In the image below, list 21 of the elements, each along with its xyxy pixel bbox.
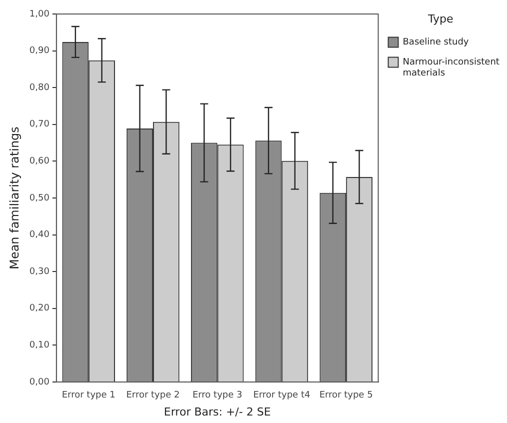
y-tick-label: 0,00 <box>29 377 50 388</box>
y-tick-label: 0,90 <box>29 46 50 56</box>
y-tick-label: 1,00 <box>29 9 50 20</box>
x-tick-label: Error type t4 <box>253 390 310 401</box>
y-tick-label: 0,80 <box>29 82 50 93</box>
legend-title: Type <box>426 12 454 26</box>
y-axis-title: Mean familiarity ratings <box>7 126 22 270</box>
x-tick-label: Error type 1 <box>62 390 116 401</box>
legend-label: Narmour-inconsistent materials <box>402 58 500 78</box>
y-tick-label: 0,60 <box>29 156 50 167</box>
y-tick-label: 0,20 <box>29 304 50 314</box>
y-tick-label: 0,10 <box>29 340 50 351</box>
x-axis-title: Error Bars: +/- 2 SE <box>164 405 271 418</box>
y-tick-label: 0,70 <box>29 120 50 130</box>
y-tick-label: 0,30 <box>29 266 50 277</box>
legend-label: Baseline study <box>402 38 470 48</box>
y-tick-label: 0,40 <box>29 230 50 240</box>
x-tick-label: Error type 5 <box>319 390 373 401</box>
x-tick-label: Error type 2 <box>126 390 180 401</box>
y-tick-label: 0,50 <box>29 193 50 204</box>
x-tick-label: Erro type 3 <box>192 390 242 401</box>
